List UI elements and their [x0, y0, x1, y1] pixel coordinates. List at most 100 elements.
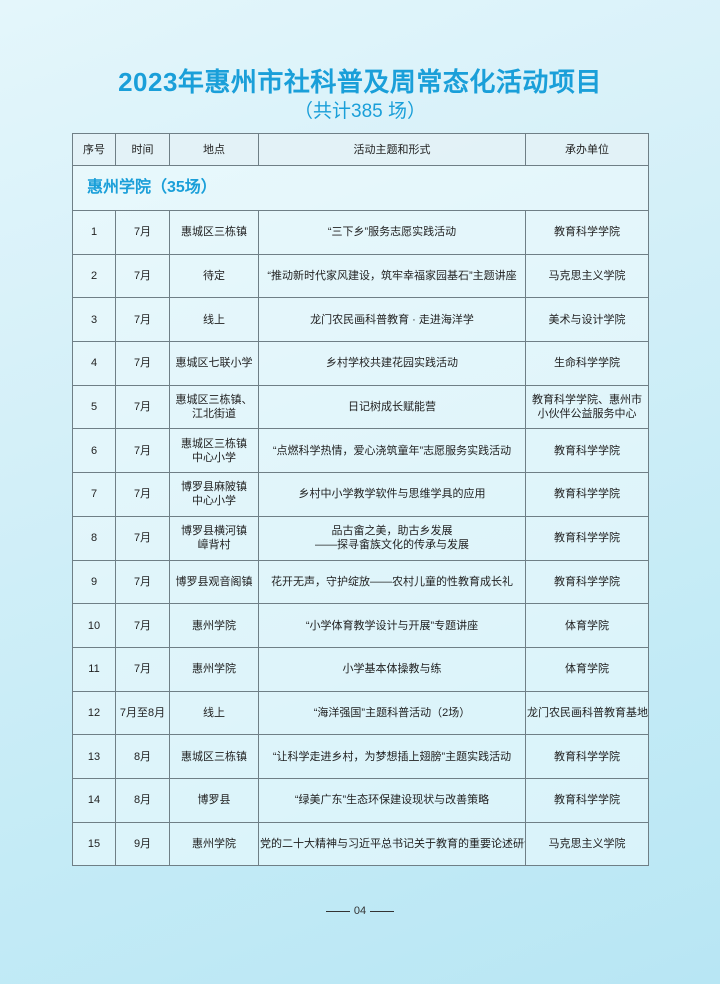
- cell-organizer: 教育科学学院: [525, 428, 649, 474]
- table-row: 2 7月 待定 “推动新时代家风建设，筑牢幸福家园基石”主题讲座 马克思主义学院: [72, 253, 649, 299]
- cell-theme: 品古畲之美，助古乡发展 ——探寻畲族文化的传承与发展: [258, 515, 526, 561]
- divider: [370, 910, 395, 912]
- cell-index: 5: [72, 384, 116, 430]
- cell-theme: “海洋强国”主题科普活动（2场）: [258, 690, 526, 736]
- cell-index: 11: [72, 646, 116, 692]
- cell-time: 9月: [115, 821, 170, 867]
- cell-location: 线上: [169, 690, 259, 736]
- cell-theme: “三下乡”服务志愿实践活动: [258, 210, 526, 255]
- cell-theme: 花开无声，守护绽放——农村儿童的性教育成长礼: [258, 559, 526, 605]
- cell-organizer: 生命科学学院: [525, 341, 649, 386]
- page-number: 04: [353, 905, 367, 917]
- cell-location: 惠州学院: [169, 603, 259, 648]
- cell-location: 惠州学院: [169, 821, 259, 867]
- cell-time: 7月: [115, 384, 170, 430]
- cell-organizer: 教育科学学院、惠州市 小伙伴公益服务中心: [525, 384, 649, 430]
- cell-index: 10: [72, 603, 116, 648]
- cell-index: 7: [72, 472, 116, 517]
- cell-location: 惠城区七联小学: [169, 341, 259, 386]
- cell-theme: 小学基本体操教与练: [258, 646, 526, 692]
- cell-index: 1: [72, 210, 116, 255]
- cell-theme: 乡村中小学教学软件与思维学具的应用: [258, 472, 526, 517]
- header-organizer: 承办单位: [525, 133, 649, 166]
- cell-organizer: 教育科学学院: [525, 210, 649, 255]
- cell-time: 7月: [115, 428, 170, 474]
- cell-organizer: 马克思主义学院: [525, 253, 649, 299]
- cell-theme: “小学体育教学设计与开展”专题讲座: [258, 603, 526, 648]
- cell-organizer: 龙门农民画科普教育基地: [525, 690, 649, 736]
- cell-time: 7月: [115, 603, 170, 648]
- cell-time: 7月: [115, 253, 170, 299]
- header-index: 序号: [72, 133, 116, 166]
- cell-index: 4: [72, 341, 116, 386]
- divider: [325, 910, 350, 912]
- cell-location: 惠城区三栋镇 中心小学: [169, 428, 259, 474]
- table-row: 14 8月 博罗县 “绿美广东”生态环保建设现状与改善策略 教育科学学院: [72, 777, 649, 823]
- cell-location: 线上: [169, 297, 259, 343]
- table-row: 10 7月 惠州学院 “小学体育教学设计与开展”专题讲座 体育学院: [72, 603, 649, 648]
- cell-time: 7月: [115, 341, 170, 386]
- cell-organizer: 马克思主义学院: [525, 821, 649, 867]
- cell-organizer: 教育科学学院: [525, 777, 649, 823]
- cell-theme: “绿美广东”生态环保建设现状与改善策略: [258, 777, 526, 823]
- cell-location: 惠城区三栋镇: [169, 734, 259, 779]
- cell-time: 8月: [115, 777, 170, 823]
- cell-index: 15: [72, 821, 116, 867]
- cell-index: 6: [72, 428, 116, 474]
- cell-time: 7月: [115, 559, 170, 605]
- activity-table: 序号 时间 地点 活动主题和形式 承办单位 惠州学院（35场） 1 7月 惠城区三栋…: [72, 133, 649, 867]
- cell-time: 7月: [115, 472, 170, 517]
- table-row: 15 9月 惠州学院 党的二十大精神与习近平总书记关于教育的重要论述研讨 马克思主义学院: [72, 821, 649, 867]
- cell-time: 7月: [115, 646, 170, 692]
- table-row: 6 7月 惠城区三栋镇 中心小学 “点燃科学热情，爱心浇筑童年”志愿服务实践活动 教育科…: [72, 428, 649, 474]
- cell-organizer: 教育科学学院: [525, 734, 649, 779]
- cell-index: 2: [72, 253, 116, 299]
- page-footer: 04: [0, 905, 720, 917]
- cell-location: 博罗县横河镇 嶂背村: [169, 515, 259, 561]
- table-row: 9 7月 博罗县观音阁镇 花开无声，守护绽放——农村儿童的性教育成长礼 教育科学学院: [72, 559, 649, 605]
- cell-time: 7月: [115, 515, 170, 561]
- table-row: 4 7月 惠城区七联小学 乡村学校共建花园实践活动 生命科学学院: [72, 341, 649, 386]
- cell-index: 13: [72, 734, 116, 779]
- cell-organizer: 教育科学学院: [525, 472, 649, 517]
- table-row: 12 7月至8月 线上 “海洋强国”主题科普活动（2场） 龙门农民画科普教育基地: [72, 690, 649, 736]
- cell-time: 7月: [115, 297, 170, 343]
- cell-organizer: 体育学院: [525, 603, 649, 648]
- cell-organizer: 美术与设计学院: [525, 297, 649, 343]
- page-subtitle: （共计385 场）: [294, 101, 426, 122]
- section-title: 惠州学院（35场）: [72, 165, 649, 211]
- cell-organizer: 教育科学学院: [525, 515, 649, 561]
- table-row: 1 7月 惠城区三栋镇 “三下乡”服务志愿实践活动 教育科学学院: [72, 210, 649, 255]
- cell-index: 8: [72, 515, 116, 561]
- cell-location: 惠城区三栋镇: [169, 210, 259, 255]
- cell-theme: “推动新时代家风建设，筑牢幸福家园基石”主题讲座: [258, 253, 526, 299]
- table-row: 11 7月 惠州学院 小学基本体操教与练 体育学院: [72, 646, 649, 692]
- cell-organizer: 教育科学学院: [525, 559, 649, 605]
- cell-location: 待定: [169, 253, 259, 299]
- table-row: 3 7月 线上 龙门农民画科普教育 · 走进海洋学 美术与设计学院: [72, 297, 649, 343]
- table-header-row: 序号 时间 地点 活动主题和形式 承办单位: [72, 133, 649, 166]
- cell-index: 14: [72, 777, 116, 823]
- cell-theme: “点燃科学热情，爱心浇筑童年”志愿服务实践活动: [258, 428, 526, 474]
- cell-location: 博罗县麻陂镇 中心小学: [169, 472, 259, 517]
- table-row: 13 8月 惠城区三栋镇 “让科学走进乡村，为梦想插上翅膀”主题实践活动 教育科学学院: [72, 734, 649, 779]
- cell-index: 3: [72, 297, 116, 343]
- cell-location: 博罗县观音阁镇: [169, 559, 259, 605]
- table-row: 7 7月 博罗县麻陂镇 中心小学 乡村中小学教学软件与思维学具的应用 教育科学学院: [72, 472, 649, 517]
- cell-time: 7月至8月: [115, 690, 170, 736]
- page-title: 2023年惠州市社科普及周常态化活动项目: [118, 67, 602, 97]
- header-time: 时间: [115, 133, 170, 166]
- cell-theme: 龙门农民画科普教育 · 走进海洋学: [258, 297, 526, 343]
- table-row: 5 7月 惠城区三栋镇、 江北街道 日记树成长赋能营 教育科学学院、惠州市 小伙伴公益服…: [72, 384, 649, 430]
- cell-location: 博罗县: [169, 777, 259, 823]
- cell-theme: 日记树成长赋能营: [258, 384, 526, 430]
- cell-index: 9: [72, 559, 116, 605]
- cell-time: 8月: [115, 734, 170, 779]
- header-theme: 活动主题和形式: [258, 133, 526, 166]
- cell-organizer: 体育学院: [525, 646, 649, 692]
- cell-theme: 乡村学校共建花园实践活动: [258, 341, 526, 386]
- cell-theme: 党的二十大精神与习近平总书记关于教育的重要论述研讨: [258, 821, 526, 867]
- header-location: 地点: [169, 133, 259, 166]
- cell-location: 惠城区三栋镇、 江北街道: [169, 384, 259, 430]
- cell-time: 7月: [115, 210, 170, 255]
